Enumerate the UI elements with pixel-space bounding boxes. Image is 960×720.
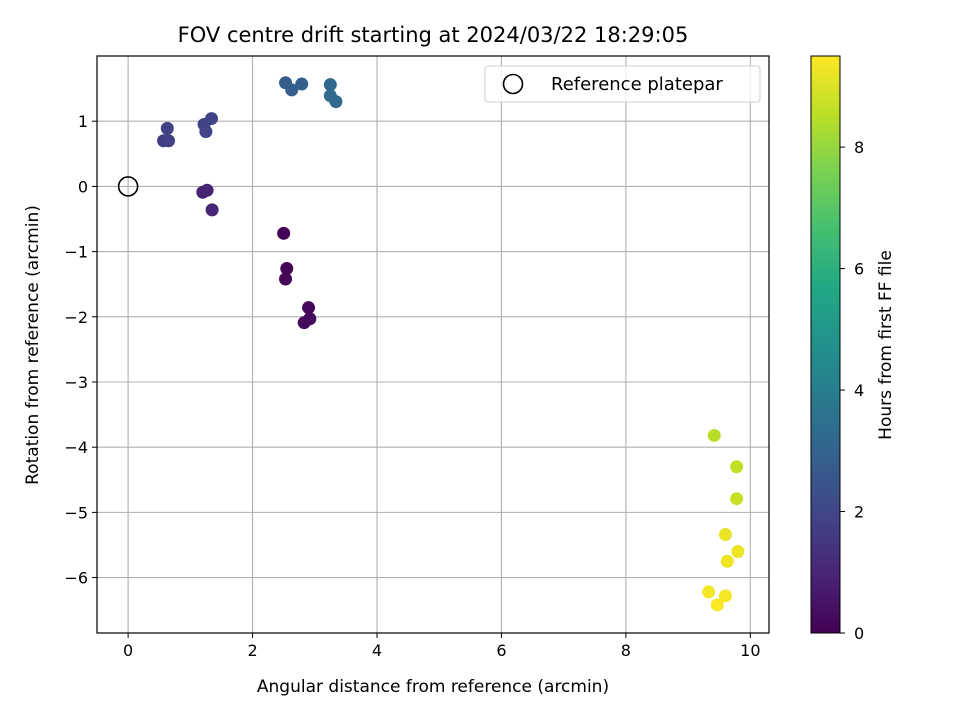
data-point [730,492,744,506]
data-point [205,203,219,217]
plot-area-frame [96,55,770,634]
chart-title: FOV centre drift starting at 2024/03/22 … [178,23,689,47]
y-tick-label: −1 [64,243,88,262]
data-point [720,554,734,568]
legend-reference-marker [502,73,524,95]
data-point [302,301,316,315]
data-point [285,83,299,97]
x-tick-label: 6 [496,641,506,660]
legend-box [484,65,761,103]
x-tick-label: 2 [247,641,257,660]
data-point [277,226,291,240]
data-point [731,545,745,559]
x-tick-label: 8 [621,641,631,660]
colorbar-tick-label: 6 [854,260,864,279]
data-point [702,585,716,599]
y-tick-label: −6 [64,569,88,588]
x-axis-ticks: 0 2 4 6 8 10 [123,633,761,660]
data-point [280,262,294,276]
colorbar: 0 2 4 6 8 Hours from first FF file [810,55,896,643]
data-points [117,76,745,612]
x-tick-label: 10 [740,641,760,660]
y-axis-label: Rotation from reference (arcmin) [23,205,43,485]
data-point [297,316,311,330]
colorbar-tick-label: 0 [854,624,864,643]
data-point [162,134,176,148]
colorbar-tick-label: 4 [854,381,864,400]
colorbar-ticks: 0 2 4 6 8 [840,138,864,643]
y-tick-label: −5 [64,503,88,522]
x-axis-label: Angular distance from reference (arcmin) [257,677,609,697]
legend-entry-reference-platepar: Reference platepar [551,74,723,95]
data-point [730,460,744,474]
legend: Reference platepar [484,65,761,103]
data-point [199,125,213,139]
data-point [323,78,337,92]
colorbar-gradient [810,55,841,634]
data-point [718,589,732,603]
y-tick-label: 0 [78,177,88,196]
colorbar-tick-label: 2 [854,503,864,522]
data-point [279,272,293,286]
grid-lines [97,56,769,633]
y-tick-label: 1 [78,112,88,131]
data-point [160,121,174,135]
reference-platepar-marker [117,176,139,197]
data-point [710,598,724,612]
data-point [204,112,218,126]
y-tick-label: −3 [64,373,88,392]
data-point [295,77,309,91]
data-point [707,428,721,442]
data-point [200,183,214,197]
y-axis-ticks: 1 0 −1 −2 −3 −4 −5 −6 [64,112,97,588]
colorbar-tick-label: 8 [854,138,864,157]
colorbar-label: Hours from first FF file [876,250,896,440]
data-point [718,528,732,542]
data-point [329,95,343,109]
y-tick-label: −4 [64,438,88,457]
y-tick-label: −2 [64,308,88,327]
x-tick-label: 0 [123,641,133,660]
x-tick-label: 4 [372,641,382,660]
